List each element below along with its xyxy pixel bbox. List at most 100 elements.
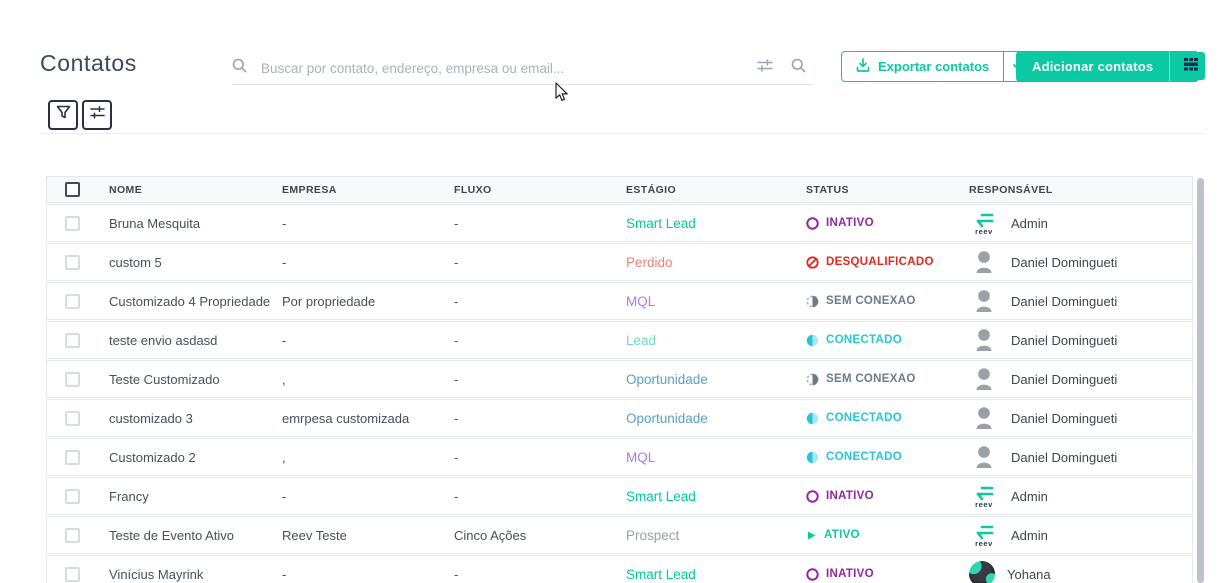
cell-status: INATIVO xyxy=(806,567,969,581)
cell-estagio: Smart Lead xyxy=(626,215,696,231)
responsavel-name: Yohana xyxy=(1007,566,1051,582)
cell-nome: Teste Customizado xyxy=(109,371,220,387)
export-contacts-button[interactable]: Exportar contatos xyxy=(842,52,1003,81)
cell-status: DESQUALIFICADO xyxy=(806,255,969,269)
cell-nome: customizado 3 xyxy=(109,410,193,426)
reev-logo: reev xyxy=(969,485,999,508)
status-label: INATIVO xyxy=(826,217,874,229)
cell-status: ATIVO xyxy=(806,529,969,541)
status-inativo-icon xyxy=(806,216,819,230)
row-checkbox[interactable] xyxy=(65,410,80,426)
cell-estagio: Lead xyxy=(626,332,657,348)
cell-responsavel: Daniel Domingueti xyxy=(969,404,1192,432)
search-input[interactable] xyxy=(261,60,747,76)
cell-responsavel: Daniel Domingueti xyxy=(969,287,1192,315)
cell-empresa: emrpesa customizada xyxy=(282,410,410,426)
status-conectado-icon xyxy=(806,451,819,464)
user-photo-avatar xyxy=(969,561,995,583)
table-row[interactable]: custom 5 - - Perdido DESQUALIFICADO Daniel D… xyxy=(46,243,1193,281)
add-contacts-label: Adicionar contatos xyxy=(1032,59,1154,74)
column-settings-button[interactable] xyxy=(82,100,112,130)
cell-estagio: Smart Lead xyxy=(626,566,696,582)
row-checkbox[interactable] xyxy=(65,371,80,387)
table-row[interactable]: Bruna Mesquita - - Smart Lead INATIVO reev Ad… xyxy=(46,204,1193,242)
search-tune-icon[interactable] xyxy=(757,58,773,78)
row-checkbox[interactable] xyxy=(65,254,80,270)
table-row[interactable]: customizado 3 emrpesa customizada - Oportun… xyxy=(46,399,1193,437)
cell-fluxo: - xyxy=(454,488,459,504)
table-row[interactable]: Customizado 4 Propriedade Por propriedade… xyxy=(46,282,1193,320)
vertical-scrollbar[interactable] xyxy=(1197,178,1204,583)
column-header-fluxo[interactable]: FLUXO xyxy=(454,183,492,196)
row-checkbox[interactable] xyxy=(65,527,80,543)
filter-button[interactable] xyxy=(48,100,78,130)
cell-fluxo: - xyxy=(454,215,459,231)
cell-fluxo: - xyxy=(454,332,459,348)
table-row[interactable]: Vinícius Mayrink - - Smart Lead INATIVO Yohan… xyxy=(46,555,1193,583)
cell-estagio: Oportunidade xyxy=(626,371,708,387)
cell-empresa: Reev Teste xyxy=(282,527,347,543)
column-header-nome[interactable]: NOME xyxy=(109,183,143,196)
cell-empresa: - xyxy=(282,566,287,582)
column-header-status[interactable]: STATUS xyxy=(806,183,849,196)
responsavel-name: Daniel Domingueti xyxy=(1011,371,1118,387)
cell-status: INATIVO xyxy=(806,216,969,230)
status-label: CONECTADO xyxy=(826,451,902,463)
export-contacts-split-button: Exportar contatos xyxy=(841,51,1034,82)
responsavel-name: Daniel Domingueti xyxy=(1011,449,1118,465)
table-body: Bruna Mesquita - - Smart Lead INATIVO reev Ad… xyxy=(46,204,1193,583)
add-contacts-button[interactable]: Adicionar contatos xyxy=(1016,51,1169,82)
cell-empresa: - xyxy=(282,254,287,270)
table-view-button[interactable] xyxy=(1177,52,1205,80)
cell-empresa: , xyxy=(282,371,286,387)
person-avatar-icon xyxy=(969,248,999,276)
row-checkbox[interactable] xyxy=(65,449,80,465)
table-row[interactable]: Teste de Evento Ativo Reev Teste Cinco Açõ… xyxy=(46,516,1193,554)
table-row[interactable]: Francy - - Smart Lead INATIVO reev Admin xyxy=(46,477,1193,515)
table-row[interactable]: Teste Customizado, - Oportunidade SEM CONEX… xyxy=(46,360,1193,398)
cell-empresa: - xyxy=(282,215,287,231)
status-label: INATIVO xyxy=(826,490,874,502)
status-label: CONECTADO xyxy=(826,334,902,346)
grid-view-icon xyxy=(1183,57,1199,76)
row-checkbox[interactable] xyxy=(65,488,80,504)
funnel-icon xyxy=(56,105,71,125)
column-header-responsavel[interactable]: RESPONSÁVEL xyxy=(969,183,1053,196)
cell-status: CONECTADO xyxy=(806,412,969,425)
table-row[interactable]: Customizado 2, - MQL CONECTADO Daniel Domin… xyxy=(46,438,1193,476)
select-all-checkbox[interactable] xyxy=(65,182,80,197)
row-checkbox[interactable] xyxy=(65,332,80,348)
search-submit-icon[interactable] xyxy=(791,58,806,78)
status-label: SEM CONEXÃO xyxy=(826,295,916,307)
download-icon xyxy=(856,58,870,75)
cell-responsavel: Daniel Domingueti xyxy=(969,326,1192,354)
cell-empresa: - xyxy=(282,488,287,504)
search-icon xyxy=(232,58,247,78)
cell-fluxo: - xyxy=(454,449,459,465)
status-sem-conexao-icon xyxy=(806,295,819,308)
cell-status: INATIVO xyxy=(806,489,969,503)
responsavel-name: Daniel Domingueti xyxy=(1011,254,1118,270)
row-checkbox[interactable] xyxy=(65,566,80,582)
cell-responsavel: Daniel Domingueti xyxy=(969,443,1192,471)
cell-responsavel: reev Admin xyxy=(969,212,1192,235)
cell-status: SEM CONEXÃO xyxy=(806,295,969,308)
cell-nome: Customizado 2 xyxy=(109,449,196,465)
sliders-icon xyxy=(89,106,105,124)
row-checkbox[interactable] xyxy=(65,215,80,231)
person-avatar-icon xyxy=(969,443,999,471)
person-avatar-icon xyxy=(969,365,999,393)
status-conectado-icon xyxy=(806,334,819,347)
responsavel-name: Admin xyxy=(1011,215,1048,231)
column-header-estagio[interactable]: ESTÁGIO xyxy=(626,183,677,196)
table-row[interactable]: teste envio asdasd - - Lead CONECTADO Daniel… xyxy=(46,321,1193,359)
cell-status: CONECTADO xyxy=(806,451,969,464)
status-label: SEM CONEXÃO xyxy=(826,373,916,385)
cell-responsavel: reev Admin xyxy=(969,485,1192,508)
row-checkbox[interactable] xyxy=(65,293,80,309)
person-avatar-icon xyxy=(969,404,999,432)
cell-empresa: Por propriedade xyxy=(282,293,376,309)
cell-fluxo: - xyxy=(454,293,459,309)
mouse-cursor xyxy=(555,82,570,108)
column-header-empresa[interactable]: EMPRESA xyxy=(282,183,337,196)
